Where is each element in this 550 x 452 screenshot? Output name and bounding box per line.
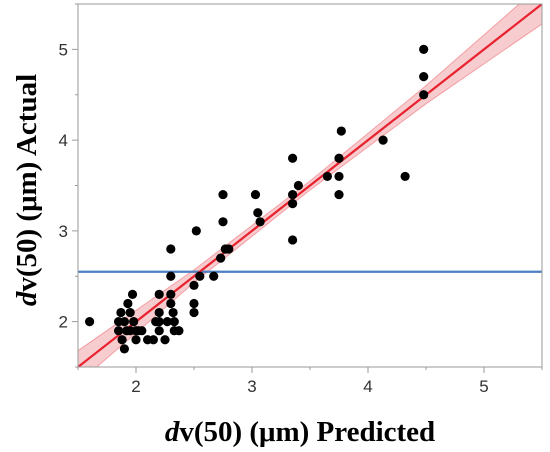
y-axis-title: dv(50) (μm) Actual xyxy=(11,74,43,306)
data-point xyxy=(216,253,226,263)
data-point xyxy=(125,307,135,318)
data-point xyxy=(119,317,129,327)
fit-line xyxy=(78,4,542,367)
data-point xyxy=(218,189,228,200)
data-point xyxy=(114,326,124,336)
data-point xyxy=(189,307,199,318)
data-point xyxy=(85,317,95,327)
data-point xyxy=(119,344,129,354)
y-axis-ticks: 2 3 4 5 xyxy=(59,3,78,368)
x-tick-label: 2 xyxy=(131,377,140,396)
x-axis-title: dv(50) (μm) Predicted xyxy=(165,416,435,448)
data-point xyxy=(255,217,265,227)
data-point xyxy=(334,171,344,182)
data-point xyxy=(166,271,176,281)
data-point xyxy=(334,189,344,200)
data-point xyxy=(154,317,164,327)
data-point xyxy=(293,180,303,191)
data-point xyxy=(334,153,344,163)
data-point xyxy=(419,44,429,54)
data-point xyxy=(137,326,147,336)
y-axis-title-rest: v(50) (μm) Actual xyxy=(11,74,43,292)
y-tick-label: 2 xyxy=(59,313,68,332)
data-point xyxy=(253,208,263,218)
data-point xyxy=(250,189,261,200)
data-points xyxy=(85,44,429,354)
data-point xyxy=(123,298,133,309)
data-point xyxy=(288,189,298,200)
data-point xyxy=(117,335,127,345)
data-point xyxy=(191,226,201,236)
y-tick-label: 5 xyxy=(59,40,68,59)
y-tick-label: 3 xyxy=(59,222,68,241)
data-point xyxy=(288,235,298,245)
data-point xyxy=(154,307,164,318)
data-point xyxy=(209,271,219,281)
data-point xyxy=(189,298,199,309)
data-point xyxy=(148,335,158,345)
data-point xyxy=(322,171,332,182)
y-axis-title-prefix: d xyxy=(11,291,43,306)
data-point xyxy=(419,90,429,100)
x-axis-title-rest: v(50) (μm) Predicted xyxy=(179,416,435,448)
data-point xyxy=(154,326,164,336)
data-point xyxy=(168,307,178,318)
data-point xyxy=(169,317,179,327)
data-point xyxy=(166,289,176,299)
data-point xyxy=(162,317,172,327)
x-axis-ticks: 2 3 4 5 xyxy=(77,367,543,396)
data-point xyxy=(166,298,176,309)
data-point xyxy=(160,335,170,345)
y-tick-label: 4 xyxy=(59,131,68,150)
x-tick-label: 4 xyxy=(363,377,372,396)
data-point xyxy=(195,271,205,281)
data-point xyxy=(419,72,429,82)
data-point xyxy=(288,199,298,209)
data-point xyxy=(400,171,410,182)
data-point xyxy=(116,307,126,318)
data-point xyxy=(189,280,199,290)
data-point xyxy=(127,289,138,299)
data-point xyxy=(336,126,346,136)
data-point xyxy=(378,135,388,145)
data-point xyxy=(166,244,176,254)
x-tick-label: 3 xyxy=(247,377,256,396)
data-point xyxy=(131,335,141,345)
x-tick-label: 5 xyxy=(479,377,488,396)
fit-line-layer xyxy=(78,4,542,367)
data-point xyxy=(224,244,234,254)
data-point xyxy=(288,153,298,163)
data-point xyxy=(174,326,184,336)
x-axis-title-prefix: d xyxy=(165,416,180,448)
data-point xyxy=(218,217,228,227)
data-point xyxy=(154,289,164,299)
data-point xyxy=(129,317,139,327)
